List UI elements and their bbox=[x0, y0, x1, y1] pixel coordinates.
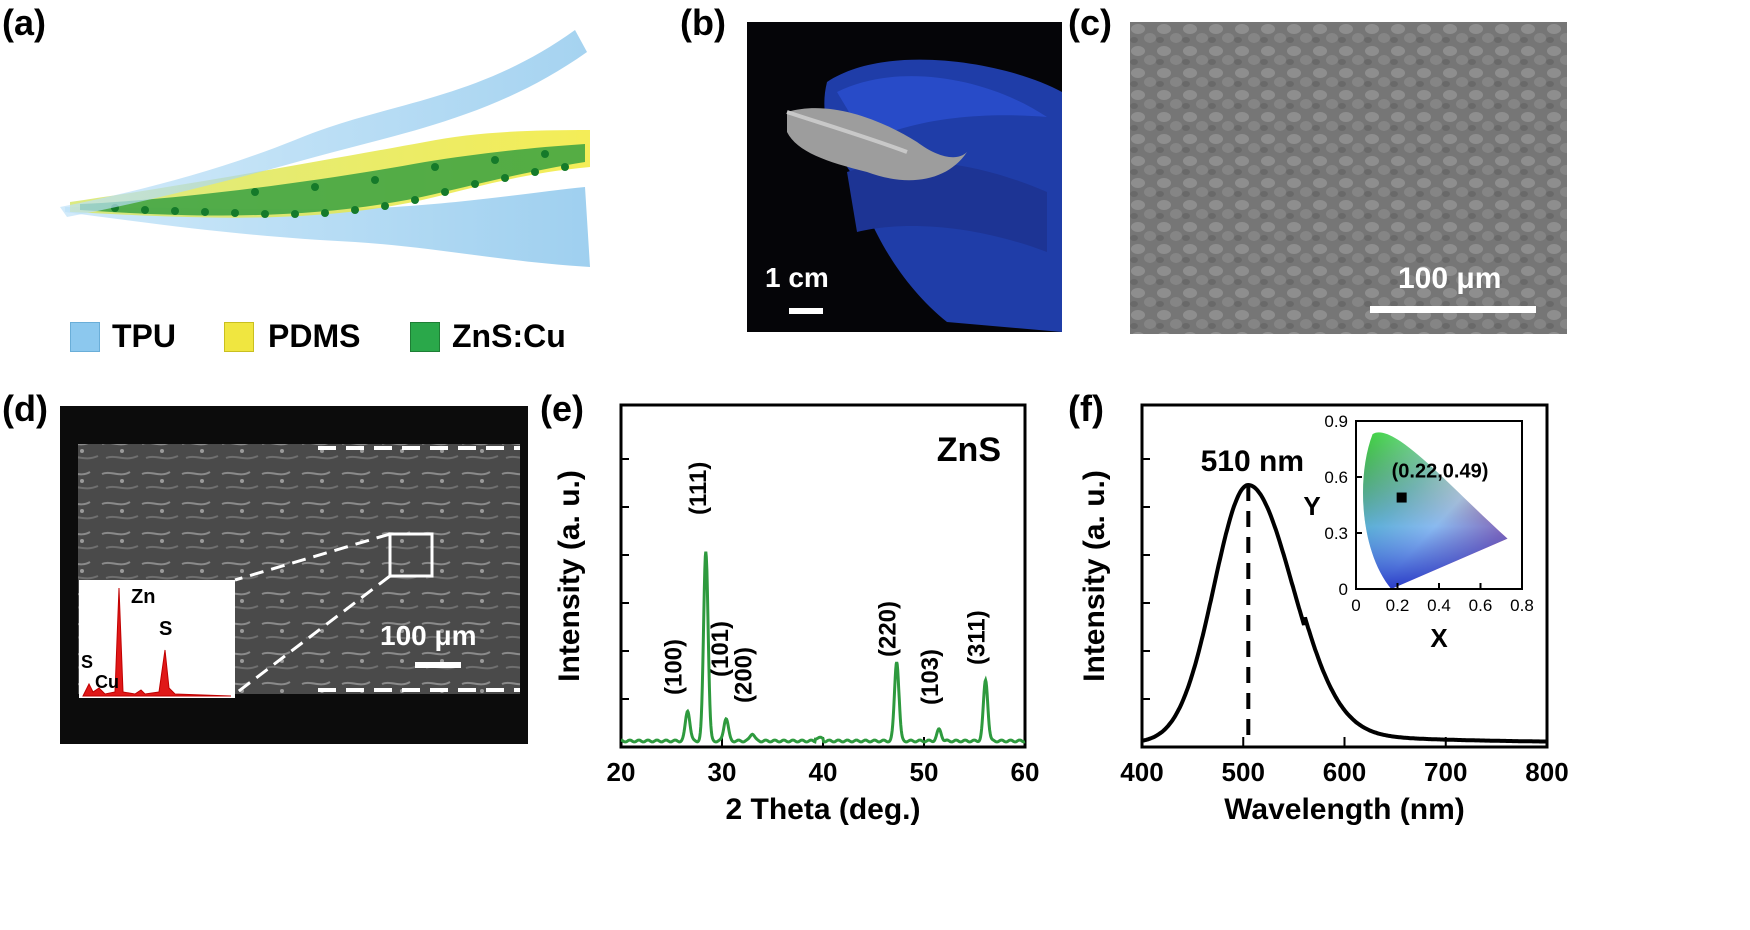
eds-spectrum bbox=[82, 587, 232, 697]
peak-label: (200) bbox=[730, 647, 757, 703]
x-tick-label-e: 50 bbox=[910, 757, 939, 787]
zns-legend-label: ZnS:Cu bbox=[452, 318, 566, 354]
peak-annotation: 510 nm bbox=[1201, 445, 1304, 478]
eds-cu-label: Cu bbox=[95, 672, 119, 692]
inset-x-tick-label: 0 bbox=[1351, 596, 1360, 615]
zns-legend-swatch bbox=[410, 322, 440, 352]
xrd-chart: 20 30 40 50 60 2 Theta (deg.) Intensity (a. u.… bbox=[553, 403, 1040, 826]
x-tick-label-f: 600 bbox=[1323, 757, 1366, 787]
scale-bar-b bbox=[789, 308, 823, 314]
cie-point bbox=[1396, 492, 1407, 503]
peak-label: (311) bbox=[964, 610, 991, 665]
panel-f-label: (f) bbox=[1068, 388, 1104, 429]
peak-label: (220) bbox=[875, 601, 902, 657]
peak-label: (101) bbox=[707, 621, 734, 677]
inset-y-tick-label: 0 bbox=[1339, 580, 1348, 599]
pl-chart: 400 500 600 700 800 Wavelength (nm) Intensity … bbox=[1078, 403, 1569, 826]
x-tick-label-e: 20 bbox=[607, 757, 636, 787]
x-tick-label-e: 40 bbox=[809, 757, 838, 787]
inset-x-tick-label: 0.8 bbox=[1510, 596, 1534, 615]
inset-x-label: X bbox=[1430, 623, 1448, 653]
layer-schematic bbox=[60, 30, 590, 267]
pl-curve bbox=[1141, 482, 1547, 744]
panel-e-label: (e) bbox=[540, 388, 584, 429]
y-axis-label-e: Intensity (a. u.) bbox=[553, 470, 586, 682]
photo-flexible-film: 1 cm bbox=[747, 22, 1062, 332]
panel-b-label: (b) bbox=[680, 2, 726, 43]
scale-bar-c-label: 100 μm bbox=[1398, 262, 1502, 295]
inset-x-tick-label: 0.2 bbox=[1386, 596, 1410, 615]
scale-bar-c bbox=[1370, 306, 1536, 313]
pdms-legend-label: PDMS bbox=[268, 318, 361, 354]
sem-surface-image: 100 μm bbox=[1130, 22, 1567, 334]
peak-label: (100) bbox=[661, 639, 688, 695]
inset-y-label: Y bbox=[1303, 491, 1320, 521]
tpu-legend-label: TPU bbox=[112, 318, 176, 354]
tpu-legend-swatch bbox=[70, 322, 100, 352]
peak-label: (111) bbox=[685, 462, 712, 515]
scale-bar-d bbox=[415, 662, 461, 668]
y-axis-label-f: Intensity (a. u.) bbox=[1078, 470, 1111, 682]
tpu-top-layer bbox=[60, 30, 587, 217]
x-tick-label-e: 60 bbox=[1011, 757, 1040, 787]
scale-bar-d-label: 100 μm bbox=[380, 620, 477, 651]
tpu-bottom-layer bbox=[65, 187, 590, 267]
chart-title-e: ZnS bbox=[937, 431, 1001, 469]
x-tick-label-f: 500 bbox=[1222, 757, 1265, 787]
cie-diagram-blue bbox=[1363, 432, 1508, 589]
x-tick-label-f: 400 bbox=[1120, 757, 1163, 787]
eds-zn-label: Zn bbox=[131, 586, 156, 608]
x-axis-label-f: Wavelength (nm) bbox=[1224, 793, 1465, 826]
zns-cu-layer bbox=[80, 144, 585, 216]
xrd-curve bbox=[620, 551, 1026, 744]
sem-cross-section-image: 100 μm Zn S S Cu bbox=[60, 406, 528, 744]
panel-a-label: (a) bbox=[2, 2, 46, 43]
x-tick-label-f: 700 bbox=[1424, 757, 1467, 787]
x-tick-label-f: 800 bbox=[1525, 757, 1568, 787]
x-axis-label-e: 2 Theta (deg.) bbox=[725, 793, 920, 826]
peak-label: (103) bbox=[917, 649, 944, 705]
eds-s-low-label: S bbox=[81, 652, 94, 672]
x-tick-label-e: 30 bbox=[708, 757, 737, 787]
sem-texture bbox=[1130, 22, 1567, 334]
pdms-legend-swatch bbox=[224, 322, 254, 352]
gloved-hand-graphic bbox=[786, 59, 1062, 332]
panel-c-label: (c) bbox=[1068, 2, 1112, 43]
inset-x-tick-label: 0.4 bbox=[1427, 596, 1451, 615]
inset-y-tick-label: 0.6 bbox=[1324, 468, 1348, 487]
inset-y-tick-label: 0.3 bbox=[1324, 524, 1348, 543]
zns-particles bbox=[111, 150, 569, 218]
eds-spectrum-inset: Zn S S Cu bbox=[79, 580, 235, 698]
zoom-box bbox=[388, 532, 434, 578]
inset-x-tick-label: 0.6 bbox=[1469, 596, 1493, 615]
eds-s-label: S bbox=[159, 618, 173, 640]
cie-point-label: (0.22,0.49) bbox=[1392, 461, 1489, 483]
inset-y-tick-label: 0.9 bbox=[1324, 412, 1348, 431]
panel-d-label: (d) bbox=[2, 388, 48, 429]
scale-bar-b-label: 1 cm bbox=[765, 262, 829, 293]
